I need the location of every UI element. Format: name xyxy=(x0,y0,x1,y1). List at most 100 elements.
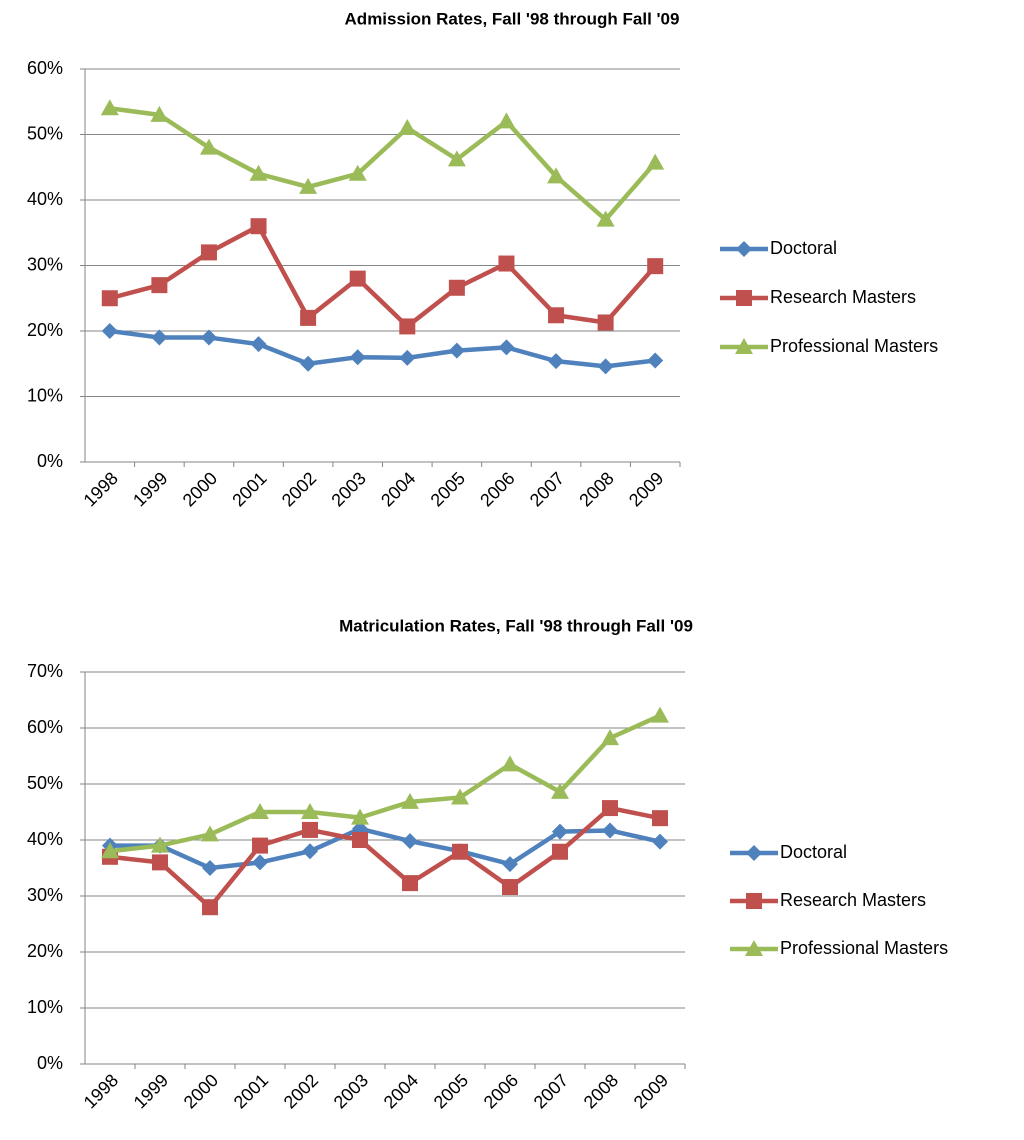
marker xyxy=(349,349,366,366)
marker xyxy=(647,258,664,275)
y-tick-label: 0% xyxy=(37,451,63,471)
x-tick-label: 2006 xyxy=(476,468,518,510)
x-tick-label: 1999 xyxy=(130,1070,172,1112)
marker xyxy=(552,823,568,840)
x-tick-label: 1998 xyxy=(80,1070,122,1112)
marker xyxy=(398,118,417,135)
y-tick-label: 40% xyxy=(27,189,63,209)
marker xyxy=(647,352,664,369)
x-tick-label: 2007 xyxy=(530,1070,572,1112)
marker xyxy=(202,899,218,916)
marker xyxy=(352,832,368,848)
y-tick-label: 10% xyxy=(27,385,63,405)
marker xyxy=(299,177,318,194)
chart-title: Matriculation Rates, Fall '98 through Fa… xyxy=(339,616,693,635)
marker xyxy=(252,854,268,871)
marker xyxy=(101,842,119,859)
x-tick-label: 2009 xyxy=(630,1070,672,1112)
series-line xyxy=(109,223,657,329)
y-tick-label: 30% xyxy=(27,254,63,274)
marker xyxy=(501,755,519,772)
legend-label: Research Masters xyxy=(780,890,926,910)
x-tick-label: 1999 xyxy=(129,468,171,510)
marker xyxy=(200,329,217,346)
marker xyxy=(301,803,319,819)
x-tick-label: 2003 xyxy=(327,468,369,510)
marker xyxy=(199,138,218,155)
marker xyxy=(399,349,416,366)
marker xyxy=(745,940,763,956)
marker xyxy=(251,803,269,819)
x-tick-label: 2004 xyxy=(380,1070,422,1112)
marker xyxy=(151,836,169,853)
marker xyxy=(735,338,753,354)
x-tick-label: 2006 xyxy=(480,1070,522,1112)
x-tick-label: 2008 xyxy=(580,1070,622,1112)
marker xyxy=(651,706,669,723)
y-tick-label: 60% xyxy=(27,58,63,78)
marker xyxy=(302,843,318,860)
marker xyxy=(249,164,268,181)
marker xyxy=(250,336,267,353)
marker xyxy=(448,342,465,359)
legend-label: Research Masters xyxy=(770,287,916,307)
y-tick-label: 70% xyxy=(27,661,63,681)
marker xyxy=(551,782,569,799)
x-tick-label: 2000 xyxy=(179,468,221,510)
series-line xyxy=(109,805,661,910)
marker xyxy=(597,314,614,331)
marker xyxy=(548,353,565,370)
marker xyxy=(348,164,367,181)
marker xyxy=(351,808,369,825)
legend-label: Doctoral xyxy=(770,238,837,258)
marker xyxy=(597,358,614,375)
marker xyxy=(552,843,568,860)
marker xyxy=(402,875,418,892)
marker xyxy=(451,788,469,805)
marker xyxy=(101,290,118,307)
marker xyxy=(302,821,318,838)
marker xyxy=(399,318,416,335)
marker xyxy=(497,112,516,129)
x-tick-label: 2000 xyxy=(180,1070,222,1112)
marker xyxy=(252,837,268,854)
marker xyxy=(448,279,465,296)
marker xyxy=(502,856,518,873)
series-line xyxy=(109,328,656,369)
marker xyxy=(646,153,665,170)
marker xyxy=(502,879,518,896)
marker xyxy=(151,277,168,294)
marker xyxy=(746,845,762,861)
marker xyxy=(152,854,168,871)
y-tick-label: 50% xyxy=(27,773,63,793)
marker xyxy=(652,810,668,827)
y-tick-label: 20% xyxy=(27,320,63,340)
series-line xyxy=(109,106,657,222)
marker xyxy=(548,307,565,324)
y-tick-label: 0% xyxy=(37,1053,63,1073)
marker xyxy=(100,99,119,116)
marker xyxy=(547,167,566,184)
marker xyxy=(746,893,762,909)
y-tick-label: 10% xyxy=(27,997,63,1017)
marker xyxy=(736,241,752,257)
series-line xyxy=(110,826,661,871)
marker xyxy=(202,860,218,876)
marker xyxy=(401,792,419,809)
y-tick-label: 30% xyxy=(27,885,63,905)
marker xyxy=(349,270,366,287)
marker xyxy=(498,339,515,356)
x-tick-label: 2005 xyxy=(427,468,469,510)
x-tick-label: 2003 xyxy=(330,1070,372,1112)
series-line xyxy=(109,713,661,854)
legend-label: Professional Masters xyxy=(780,938,948,958)
marker xyxy=(447,150,466,167)
x-tick-label: 1998 xyxy=(80,468,122,510)
x-tick-label: 2002 xyxy=(278,468,320,510)
marker xyxy=(101,323,118,339)
x-tick-label: 2001 xyxy=(230,1070,272,1112)
x-tick-label: 2001 xyxy=(228,468,270,510)
x-tick-label: 2004 xyxy=(377,468,419,510)
x-tick-label: 2005 xyxy=(430,1070,472,1112)
